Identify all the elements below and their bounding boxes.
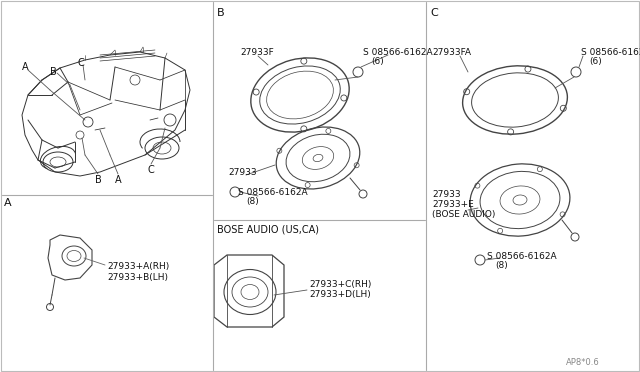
Text: BOSE AUDIO (US,CA): BOSE AUDIO (US,CA) <box>217 225 319 235</box>
Text: 27933: 27933 <box>432 190 461 199</box>
Text: B: B <box>95 175 102 185</box>
Text: (6): (6) <box>371 57 384 66</box>
Text: A: A <box>115 175 122 185</box>
Text: (6): (6) <box>589 57 602 66</box>
Text: 27933: 27933 <box>228 168 257 177</box>
Text: B: B <box>217 8 225 18</box>
Text: (BOSE AUDIO): (BOSE AUDIO) <box>432 210 495 219</box>
Text: 27933F: 27933F <box>240 48 274 57</box>
Text: 27933+B(LH): 27933+B(LH) <box>107 273 168 282</box>
Text: (8): (8) <box>495 261 508 270</box>
Text: C: C <box>78 58 84 68</box>
Text: AP8*0.6: AP8*0.6 <box>566 358 600 367</box>
Text: S 08566-6162A: S 08566-6162A <box>487 252 557 261</box>
Text: A: A <box>22 62 29 72</box>
Text: 27933+D(LH): 27933+D(LH) <box>309 290 371 299</box>
Text: 27933+A(RH): 27933+A(RH) <box>107 262 169 271</box>
Text: 27933FA: 27933FA <box>432 48 471 57</box>
Text: 27933+C(RH): 27933+C(RH) <box>309 280 371 289</box>
Text: 27933+E: 27933+E <box>432 200 474 209</box>
Text: S 08566-6162A: S 08566-6162A <box>238 188 308 197</box>
Text: S 08566-6162A: S 08566-6162A <box>363 48 433 57</box>
Text: C: C <box>430 8 438 18</box>
Text: S 08566-6162A: S 08566-6162A <box>581 48 640 57</box>
Text: A: A <box>4 198 12 208</box>
Text: (8): (8) <box>246 197 259 206</box>
Text: C: C <box>148 165 155 175</box>
Text: B: B <box>50 67 57 77</box>
